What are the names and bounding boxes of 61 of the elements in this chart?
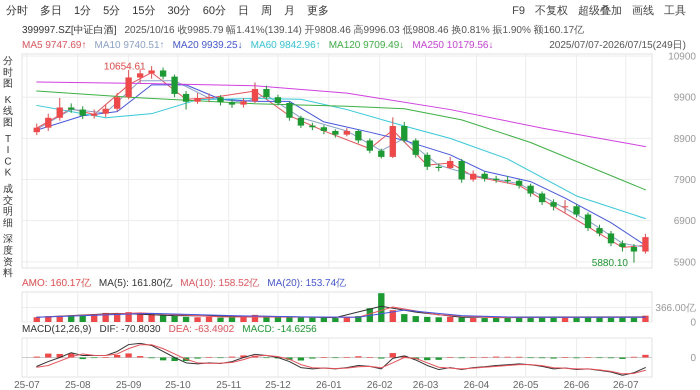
text: 更多 [307, 5, 329, 17]
text: 日 [238, 5, 249, 17]
y-tick-label: 5900 [674, 257, 696, 268]
text: MA120 9709.49↓ [328, 40, 404, 51]
x-tick-label: 25-12 [265, 380, 292, 390]
x-tick-label: 25-07 [14, 380, 40, 390]
text: K线图 [3, 94, 13, 128]
x-tick-label: 26-04 [464, 380, 490, 390]
chart-subtitle: 2025/10/16 收9985.79 幅1.41%(139.14) 开9808.46 高9996.03 低9808.46 换0.81% 振1.90% 额160.17亿 [124, 24, 584, 36]
text: 分时 [6, 4, 28, 17]
text: MA20 9939.25↓ [172, 40, 243, 51]
text: AMO: 160.17亿 [22, 278, 91, 289]
x-tick-label: 26-03 [412, 380, 439, 390]
text: 深度资料 [3, 233, 13, 280]
x-tick-label: 26-06 [564, 380, 590, 390]
series-label: DEA: -63.4902 [168, 324, 235, 335]
y-tick-label: 0 [690, 318, 696, 328]
text: 工具 [664, 5, 686, 17]
text: 15分 [132, 5, 156, 17]
y-tick-label: 10900 [668, 52, 696, 63]
x-tick-label: 26-01 [316, 380, 342, 390]
text: 60分 [202, 5, 226, 17]
x-tick-label: 25-09 [116, 380, 142, 390]
text: MA60 9842.96↑ [250, 40, 321, 51]
text: 分时图 [3, 55, 13, 90]
y-tick-label: 8900 [674, 134, 696, 145]
text: MA5 9747.69↑ [22, 40, 86, 51]
text: MA10 9740.51↑ [94, 40, 165, 51]
x-tick-label: 26-07 [612, 380, 639, 390]
series-label: DIF: -70.8030 [99, 324, 162, 335]
x-tick-label: 26-05 [512, 380, 539, 390]
text: 不复权 [535, 5, 568, 17]
text: 超级叠加 [578, 4, 622, 17]
x-tick-label: 26-02 [366, 380, 393, 390]
text: 1分 [74, 5, 92, 17]
annotation: 10654.61 [104, 62, 146, 73]
text: 多日 [40, 5, 62, 17]
annotation: 5880.10 [592, 258, 628, 270]
text: MA250 10179.56↓ [412, 40, 494, 51]
text: 5分 [103, 5, 120, 17]
y-tick-label: 6900 [674, 216, 696, 228]
x-tick-label: 25-11 [216, 380, 242, 390]
x-tick-label: 25-10 [165, 380, 192, 390]
text: MA(20): 153.74亿 [267, 278, 346, 289]
text: TICK [4, 134, 12, 179]
text: F9 [512, 5, 525, 17]
text: MA(5): 161.80亿 [98, 278, 172, 289]
text: 周 [261, 5, 272, 17]
x-tick-label: 25-08 [64, 380, 92, 390]
y-tick-label: 366.00亿 [655, 303, 696, 314]
chart-title: 399997.SZ[中证白酒] [22, 24, 117, 36]
text: 画线 [632, 4, 654, 17]
y-tick-label: 7900 [674, 175, 696, 186]
text: MACD: -14.6256 [242, 324, 318, 335]
text: MA(10): 158.52亿 [180, 278, 260, 289]
text: 成交明细 [3, 183, 13, 229]
chart-title: MACD(12,26,9) [22, 324, 92, 335]
text: 2025/07/07-2026/07/15(249日) [549, 40, 686, 51]
text: 月 [284, 5, 295, 17]
y-tick-label: 9900 [674, 92, 696, 104]
text: 30分 [168, 5, 191, 17]
